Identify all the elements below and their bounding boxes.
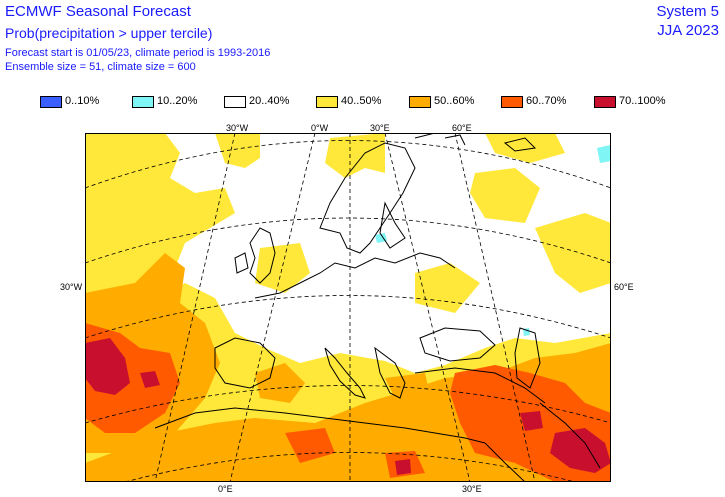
axis-label-top-60e: 60°E: [452, 123, 472, 133]
season-label: JJA 2023: [657, 22, 719, 39]
axis-label-top-30e: 30°E: [370, 123, 390, 133]
forecast-map: [85, 133, 611, 482]
legend-label: 40..50%: [341, 95, 382, 107]
forecast-subtitle: Prob(precipitation > upper tercile): [5, 25, 213, 41]
axis-label-bottom-0e: 0°E: [218, 484, 233, 494]
coastlines: [154, 133, 601, 482]
legend-label: 0..10%: [65, 95, 100, 107]
legend-label: 10..20%: [157, 95, 198, 107]
legend-swatch: [224, 96, 246, 108]
legend-swatch: [594, 96, 616, 108]
graticule: [85, 133, 611, 482]
legend-label: 60..70%: [526, 95, 567, 107]
legend-swatch: [132, 96, 154, 108]
legend-swatch: [409, 96, 431, 108]
forecast-info-line-1: Forecast start is 01/05/23, climate peri…: [5, 47, 271, 59]
legend-label: 50..60%: [434, 95, 475, 107]
probability-legend: 0..10% 10..20% 20..40% 40..50% 50..60% 6…: [0, 94, 725, 112]
prob-10-20-areas: [375, 145, 611, 336]
system-label: System 5: [656, 3, 719, 20]
axis-label-left: 30°W: [60, 282, 83, 292]
forecast-info-line-2: Ensemble size = 51, climate size = 600: [5, 61, 196, 73]
axis-label-right: 60°E: [614, 282, 634, 292]
legend-swatch: [40, 96, 62, 108]
map-canvas: [85, 133, 611, 482]
map-border: [85, 133, 611, 482]
axis-label-top-0w: 0°W: [311, 123, 329, 133]
forecast-title: ECMWF Seasonal Forecast: [5, 3, 191, 20]
axis-label-bottom-30e: 30°E: [462, 484, 482, 494]
legend-swatch: [316, 96, 338, 108]
legend-label: 20..40%: [249, 95, 290, 107]
legend-swatch: [501, 96, 523, 108]
legend-label: 70..100%: [619, 95, 666, 107]
axis-label-top-30w: 30°W: [226, 123, 249, 133]
